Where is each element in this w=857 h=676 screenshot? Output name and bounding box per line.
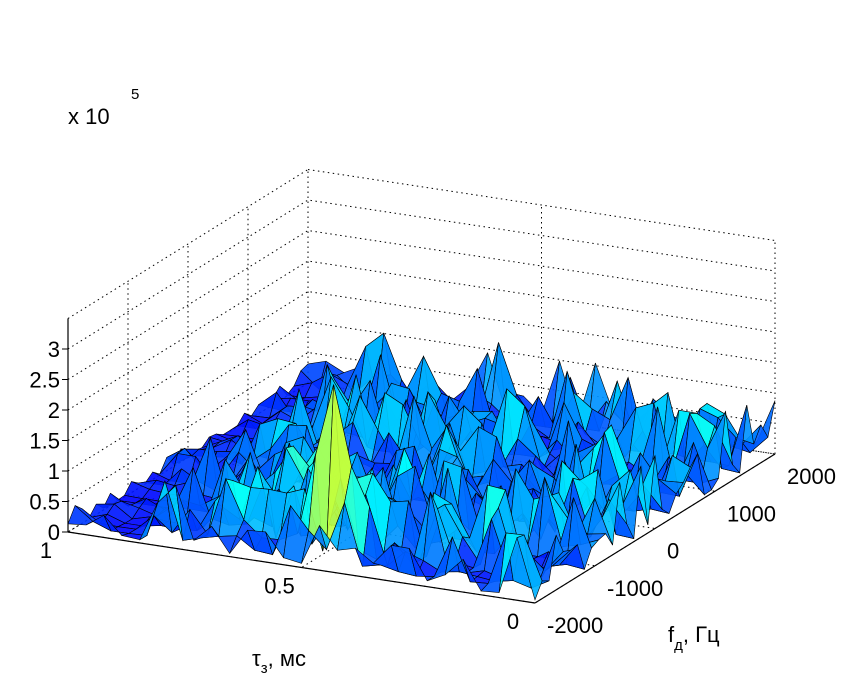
f-tick-label: -1000 xyxy=(607,576,663,601)
axes xyxy=(62,318,776,604)
z-tick-label: 3 xyxy=(48,337,60,362)
y-axis-label: τз, мс xyxy=(252,646,306,676)
z-tick-label: 0.5 xyxy=(29,490,60,515)
surface xyxy=(67,332,776,601)
surface-patch xyxy=(516,534,543,601)
z-tick-label: 0 xyxy=(48,520,60,545)
z-multiplier-label: x 10 xyxy=(68,104,110,129)
grid-line-z xyxy=(67,199,776,350)
z-tick-label: 2.5 xyxy=(29,368,60,393)
tau-tick-label: 0 xyxy=(507,609,519,634)
f-axis-line xyxy=(534,453,776,604)
f-tick-label: 0 xyxy=(667,539,679,564)
grid-line-z xyxy=(67,229,776,380)
z-tick-label: 2 xyxy=(48,398,60,423)
grid-edge-top xyxy=(307,169,776,241)
z-tick-label: 1.5 xyxy=(29,429,60,454)
f-tick-label: 1000 xyxy=(727,501,776,526)
z-multiplier-exponent: 5 xyxy=(131,86,139,103)
tau-tick-label: 1 xyxy=(40,538,52,563)
tau-axis-line xyxy=(67,531,536,604)
f-tick-label: 2000 xyxy=(787,464,836,489)
f-tick-label: -2000 xyxy=(547,613,603,638)
x-axis-label: fд, Гц xyxy=(668,622,720,654)
grid-edge-top xyxy=(67,169,309,319)
tau-tick-label: 0.5 xyxy=(264,574,295,599)
z-tick-label: 1 xyxy=(48,459,60,484)
